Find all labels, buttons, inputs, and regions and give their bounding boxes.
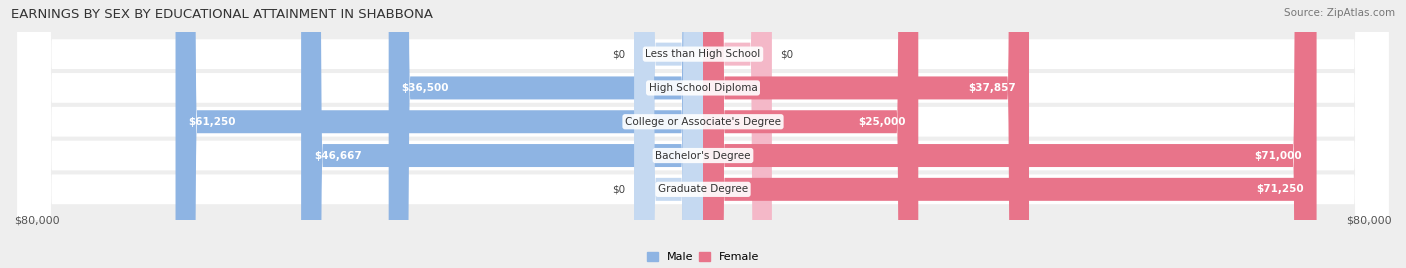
Text: $46,667: $46,667 xyxy=(314,151,361,161)
Text: $0: $0 xyxy=(613,49,626,59)
Text: EARNINGS BY SEX BY EDUCATIONAL ATTAINMENT IN SHABBONA: EARNINGS BY SEX BY EDUCATIONAL ATTAINMEN… xyxy=(11,8,433,21)
FancyBboxPatch shape xyxy=(703,0,772,268)
Text: Graduate Degree: Graduate Degree xyxy=(658,184,748,194)
FancyBboxPatch shape xyxy=(703,0,1316,268)
FancyBboxPatch shape xyxy=(17,0,1389,268)
Text: $80,000: $80,000 xyxy=(1347,216,1392,226)
FancyBboxPatch shape xyxy=(17,0,1389,268)
FancyBboxPatch shape xyxy=(634,0,703,268)
FancyBboxPatch shape xyxy=(388,0,703,268)
Text: College or Associate's Degree: College or Associate's Degree xyxy=(626,117,780,127)
Text: $0: $0 xyxy=(613,184,626,194)
Text: $71,000: $71,000 xyxy=(1254,151,1302,161)
Text: High School Diploma: High School Diploma xyxy=(648,83,758,93)
Text: Bachelor's Degree: Bachelor's Degree xyxy=(655,151,751,161)
Text: Source: ZipAtlas.com: Source: ZipAtlas.com xyxy=(1284,8,1395,18)
Text: $37,857: $37,857 xyxy=(969,83,1017,93)
FancyBboxPatch shape xyxy=(703,0,918,268)
Text: $80,000: $80,000 xyxy=(14,216,59,226)
Text: $25,000: $25,000 xyxy=(858,117,905,127)
FancyBboxPatch shape xyxy=(17,0,1389,268)
Text: $61,250: $61,250 xyxy=(188,117,236,127)
FancyBboxPatch shape xyxy=(703,0,1315,268)
FancyBboxPatch shape xyxy=(634,0,703,268)
Legend: Male, Female: Male, Female xyxy=(643,248,763,267)
FancyBboxPatch shape xyxy=(176,0,703,268)
Text: $71,250: $71,250 xyxy=(1256,184,1303,194)
FancyBboxPatch shape xyxy=(703,0,1029,268)
Text: $0: $0 xyxy=(780,49,793,59)
Text: $36,500: $36,500 xyxy=(402,83,449,93)
Text: Less than High School: Less than High School xyxy=(645,49,761,59)
FancyBboxPatch shape xyxy=(301,0,703,268)
FancyBboxPatch shape xyxy=(17,0,1389,268)
FancyBboxPatch shape xyxy=(17,0,1389,268)
